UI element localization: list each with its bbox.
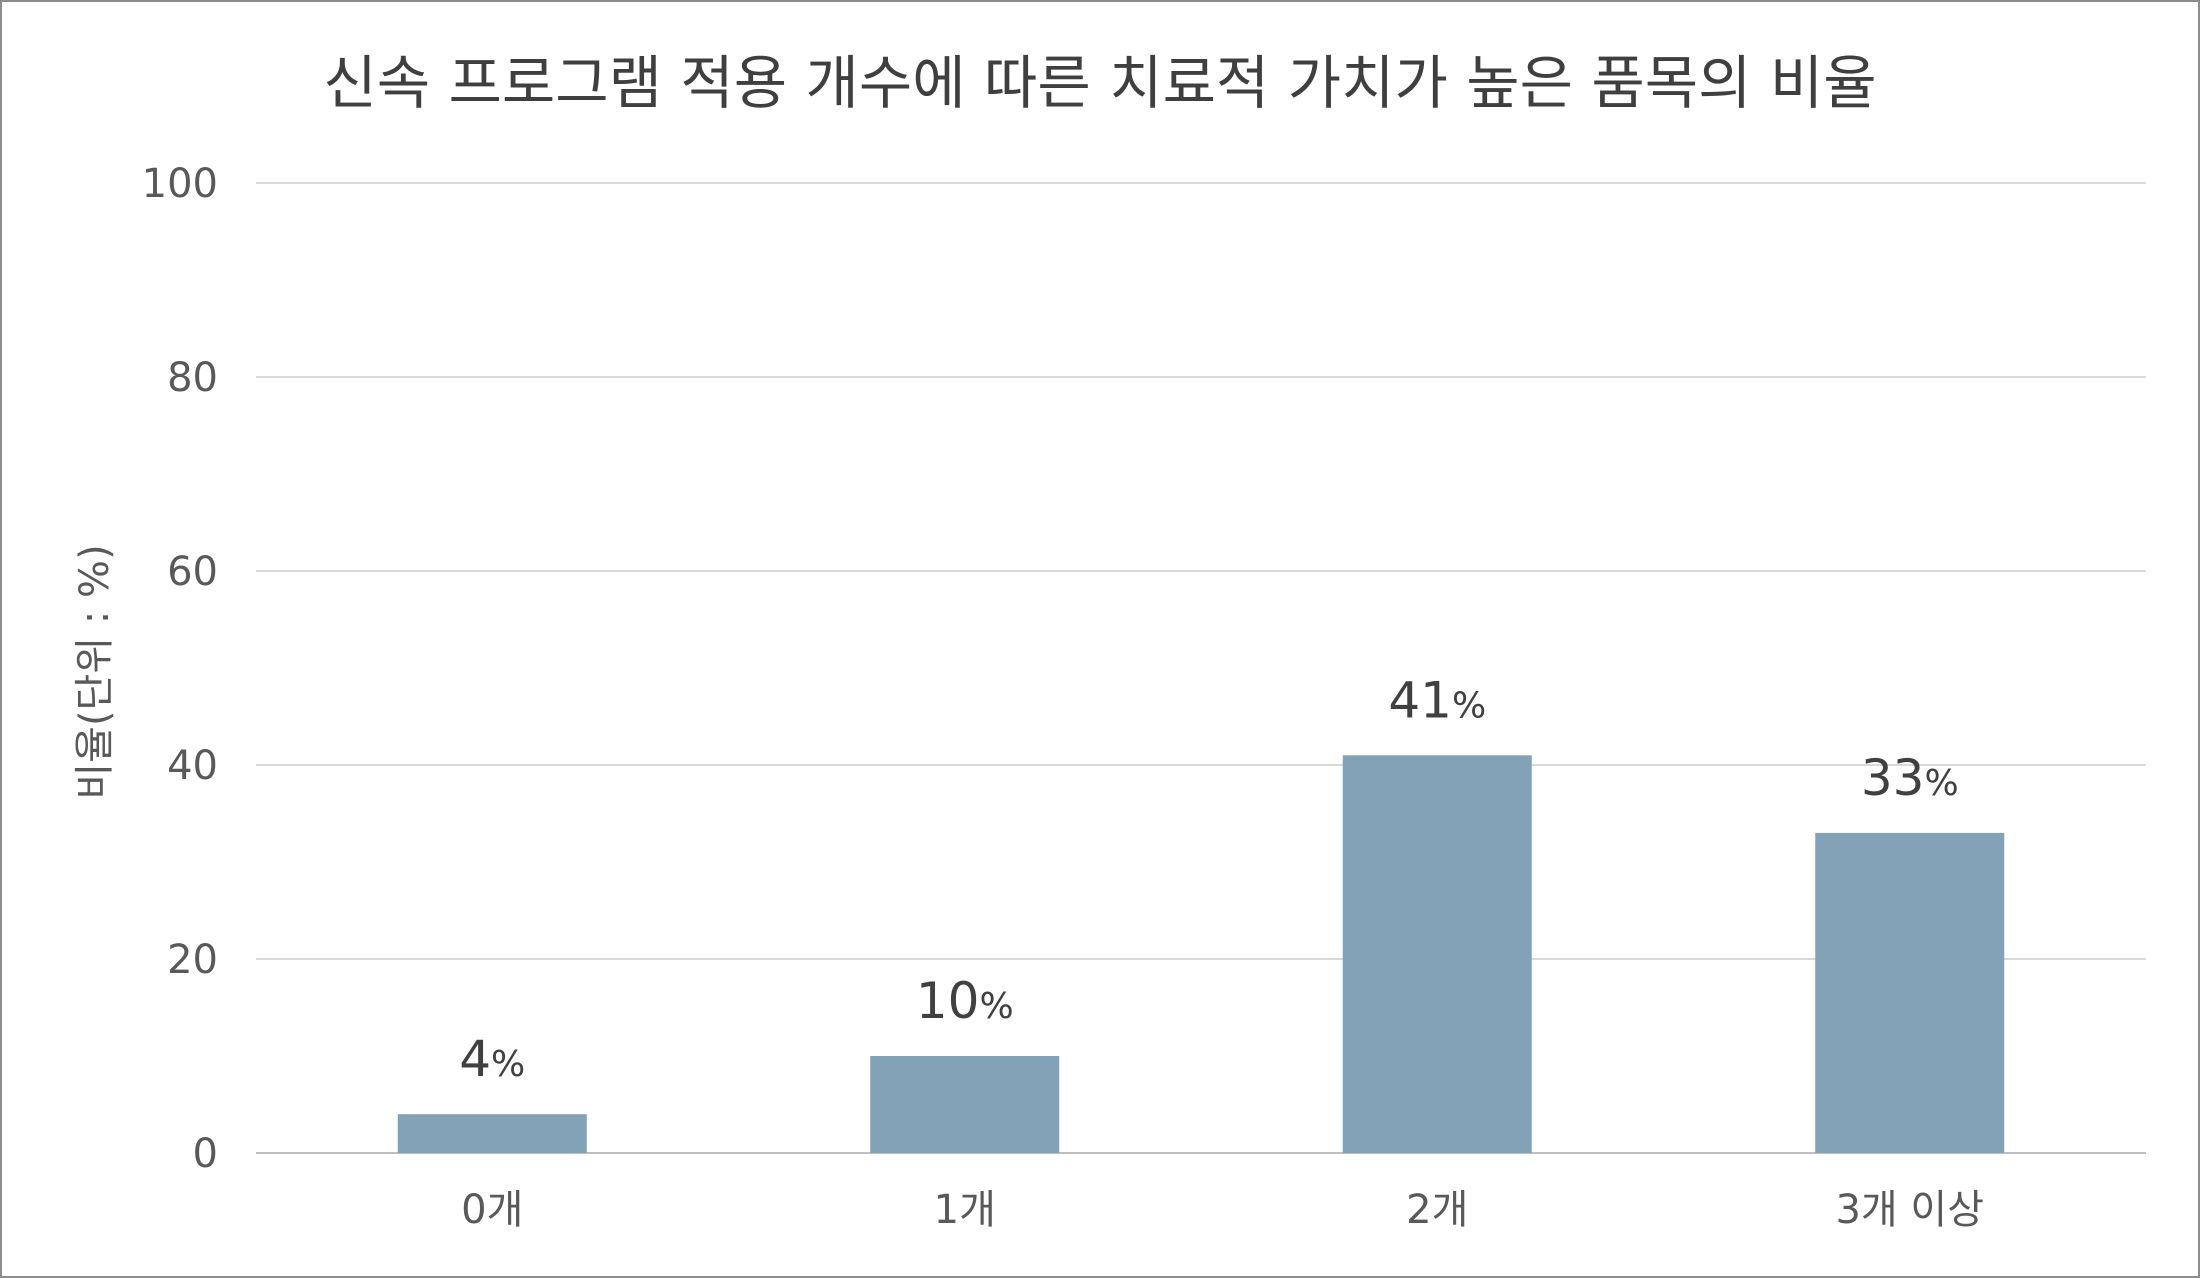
data-label-unit: % — [1924, 763, 1958, 804]
bar — [870, 1056, 1060, 1153]
y-tick-label: 40 — [167, 743, 218, 789]
x-category-label: 0개 — [461, 1187, 523, 1233]
x-category-label: 2개 — [1406, 1187, 1468, 1233]
data-labels: 4%10%41%33% — [459, 671, 1958, 1088]
y-tick-label: 80 — [167, 355, 218, 401]
chart-title: 신속 프로그램 적용 개수에 따른 치료적 가치가 높은 품목의 비율 — [323, 49, 1876, 117]
data-label-unit: % — [491, 1044, 525, 1085]
data-label-value: 33 — [1861, 749, 1925, 807]
bar — [1342, 755, 1532, 1153]
bar — [397, 1114, 587, 1153]
x-category-label: 3개 이상 — [1835, 1187, 1984, 1233]
y-axis-ticks: 0 20 40 60 80 100 — [142, 161, 218, 1177]
y-axis-label: 비율(단위 : %) — [72, 544, 118, 799]
data-label-unit: % — [1452, 685, 1486, 726]
data-label: 33% — [1861, 749, 1959, 807]
bars — [397, 755, 2005, 1153]
bar — [1815, 832, 2005, 1153]
data-label: 41% — [1388, 671, 1486, 729]
y-tick-label: 100 — [142, 161, 218, 207]
x-category-label: 1개 — [934, 1187, 996, 1233]
y-tick-label: 20 — [167, 937, 218, 983]
data-label: 10% — [916, 972, 1014, 1030]
data-label-value: 10 — [916, 972, 980, 1030]
data-label-value: 41 — [1388, 671, 1452, 729]
x-axis-categories: 0개 1개 2개 3개 이상 — [461, 1187, 1984, 1233]
data-label-unit: % — [979, 986, 1013, 1027]
data-label: 4% — [459, 1030, 525, 1088]
data-label-value: 4 — [459, 1030, 491, 1088]
y-tick-label: 0 — [193, 1131, 218, 1177]
y-tick-label: 60 — [167, 549, 218, 595]
